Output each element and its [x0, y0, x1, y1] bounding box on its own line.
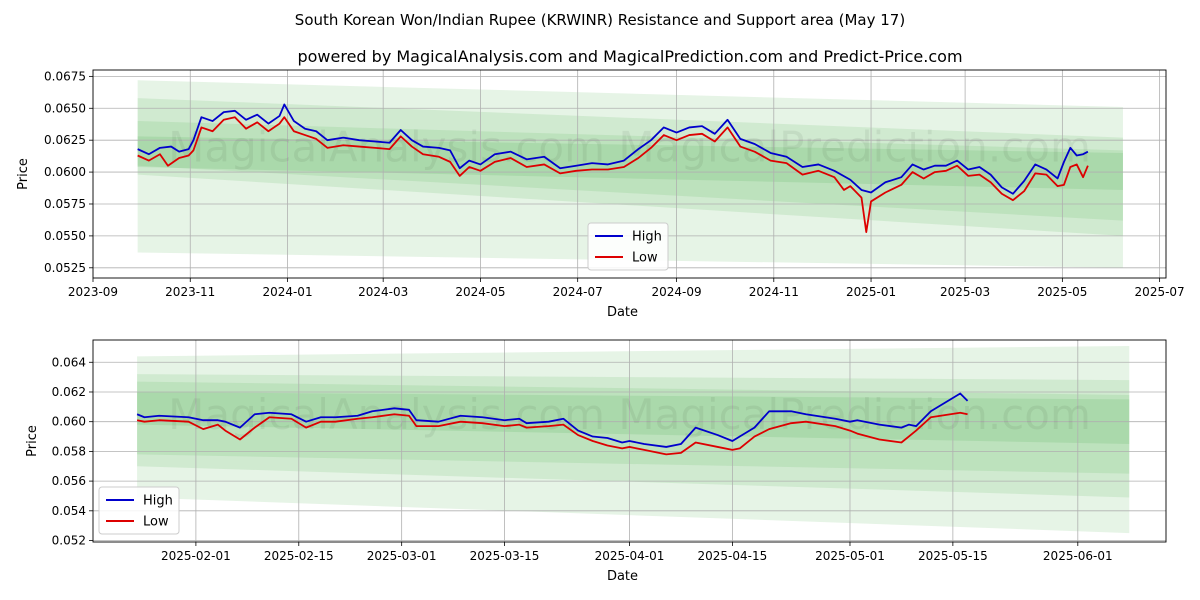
x-tick-label: 2024-11	[749, 285, 799, 299]
y-axis-label: Price	[25, 425, 40, 457]
y-tick-label: 0.0625	[44, 133, 86, 147]
support-resistance-band-0	[137, 80, 1123, 268]
support-resistance-band-3	[137, 391, 1130, 444]
support-resistance-band-0	[137, 345, 1130, 534]
y-tick-label: 0.0525	[44, 261, 86, 275]
support-resistance-band-1	[137, 98, 1123, 236]
x-tick-label: 2025-05-15	[918, 549, 988, 563]
x-tick-label: 2025-03	[940, 285, 990, 299]
x-tick-label: 2023-11	[165, 285, 215, 299]
series-line-high	[137, 103, 1089, 195]
watermark: MagicalAnalysis.com MagicalPrediction.co…	[168, 390, 1091, 439]
legend: High Low	[587, 222, 669, 271]
x-tick-label: 2025-03-15	[470, 549, 540, 563]
y-tick-label: 0.0575	[44, 197, 86, 211]
x-tick-label: 2024-01	[262, 285, 312, 299]
y-tick-label: 0.058	[52, 444, 86, 458]
support-resistance-band-2	[137, 381, 1130, 474]
support-resistance-band-2	[137, 121, 1123, 221]
x-axis-label: Date	[607, 305, 638, 320]
x-tick-label: 2024-09	[651, 285, 701, 299]
y-tick-label: 0.060	[52, 415, 86, 429]
x-tick-label: 2025-06-01	[1043, 549, 1113, 563]
x-tick-label: 2025-02-15	[264, 549, 334, 563]
top-panel: MagicalAnalysis.com MagicalPrediction.co…	[16, 69, 1185, 320]
x-tick-label: 2025-05	[1037, 285, 1087, 299]
y-tick-label: 0.056	[52, 474, 86, 488]
x-axis-label: Date	[607, 569, 638, 584]
legend-label-high: High	[632, 230, 662, 245]
x-tick-label: 2025-02-01	[161, 549, 231, 563]
x-tick-label: 2025-04-01	[595, 549, 665, 563]
chart-subtitle: powered by MagicalAnalysis.com and Magic…	[297, 47, 962, 66]
x-tick-label: 2025-01	[846, 285, 896, 299]
y-tick-label: 0.0650	[44, 101, 86, 115]
y-tick-label: 0.0675	[44, 69, 86, 83]
plot-area: MagicalAnalysis.com MagicalPrediction.co…	[93, 70, 1166, 278]
x-tick-label: 2024-03	[358, 285, 408, 299]
legend-label-high: High	[143, 494, 173, 509]
x-tick-label: 2025-04-15	[698, 549, 768, 563]
series-line-low	[136, 411, 968, 456]
x-tick-label: 2024-05	[455, 285, 505, 299]
series-line-low	[137, 116, 1089, 233]
y-tick-label: 0.062	[52, 385, 86, 399]
y-tick-label: 0.0600	[44, 165, 86, 179]
bottom-panel: MagicalAnalysis.com MagicalPrediction.co…	[25, 339, 1167, 584]
y-tick-label: 0.054	[52, 504, 86, 518]
y-tick-label: 0.0550	[44, 229, 86, 243]
support-resistance-band-1	[137, 374, 1130, 498]
y-axis-label: Price	[16, 158, 31, 190]
x-tick-label: 2025-07	[1135, 285, 1185, 299]
legend-box	[587, 222, 669, 271]
y-tick-label: 0.052	[52, 534, 86, 548]
legend-label-low: Low	[632, 251, 658, 266]
x-tick-label: 2025-05-01	[815, 549, 885, 563]
legend: High Low	[98, 486, 180, 535]
x-tick-label: 2025-03-01	[367, 549, 437, 563]
chart-title: South Korean Won/Indian Rupee (KRWINR) R…	[295, 11, 905, 29]
y-tick-label: 0.064	[52, 355, 86, 369]
x-tick-label: 2023-09	[68, 285, 118, 299]
x-tick-label: 2024-07	[553, 285, 603, 299]
axes-frame	[92, 69, 1167, 279]
plot-area: MagicalAnalysis.com MagicalPrediction.co…	[93, 340, 1166, 542]
legend-box	[98, 486, 180, 535]
legend-label-low: Low	[143, 515, 169, 530]
series-line-high	[136, 392, 969, 448]
